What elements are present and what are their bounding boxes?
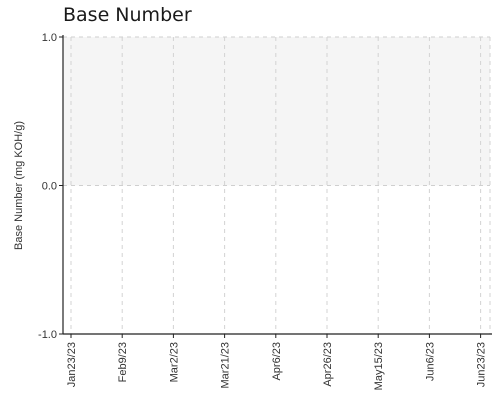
- x-tick-label: Mar21/23: [220, 342, 232, 388]
- x-tick-label: May15/23: [373, 342, 385, 390]
- x-tick-label: Apr26/23: [322, 342, 334, 387]
- shaded-band: [63, 37, 490, 186]
- x-tick-label: Feb9/23: [117, 342, 129, 382]
- chart-title: Base Number: [63, 4, 192, 26]
- x-tick-label: Jun6/23: [424, 342, 436, 381]
- y-axis-label: Base Number (mg KOH/g): [13, 121, 25, 250]
- x-tick-label: Apr6/23: [271, 342, 283, 381]
- x-tick-label: Jun23/23: [476, 342, 488, 387]
- y-tick-label: -1.0: [38, 329, 57, 341]
- y-tick-label: 1.0: [42, 32, 57, 44]
- y-tick-label: 0.0: [42, 181, 57, 193]
- x-tick-label: Jan23/23: [66, 342, 78, 387]
- x-tick-label: Mar2/23: [168, 342, 180, 382]
